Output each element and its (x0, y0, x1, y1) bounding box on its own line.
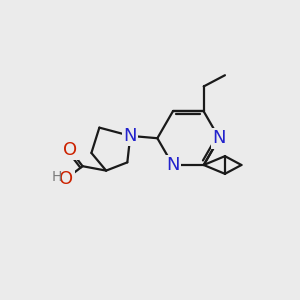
Text: N: N (166, 156, 180, 174)
Text: O: O (63, 141, 77, 159)
Text: H: H (52, 170, 62, 184)
Text: N: N (124, 127, 137, 145)
Text: O: O (59, 169, 74, 188)
Text: N: N (212, 129, 226, 147)
